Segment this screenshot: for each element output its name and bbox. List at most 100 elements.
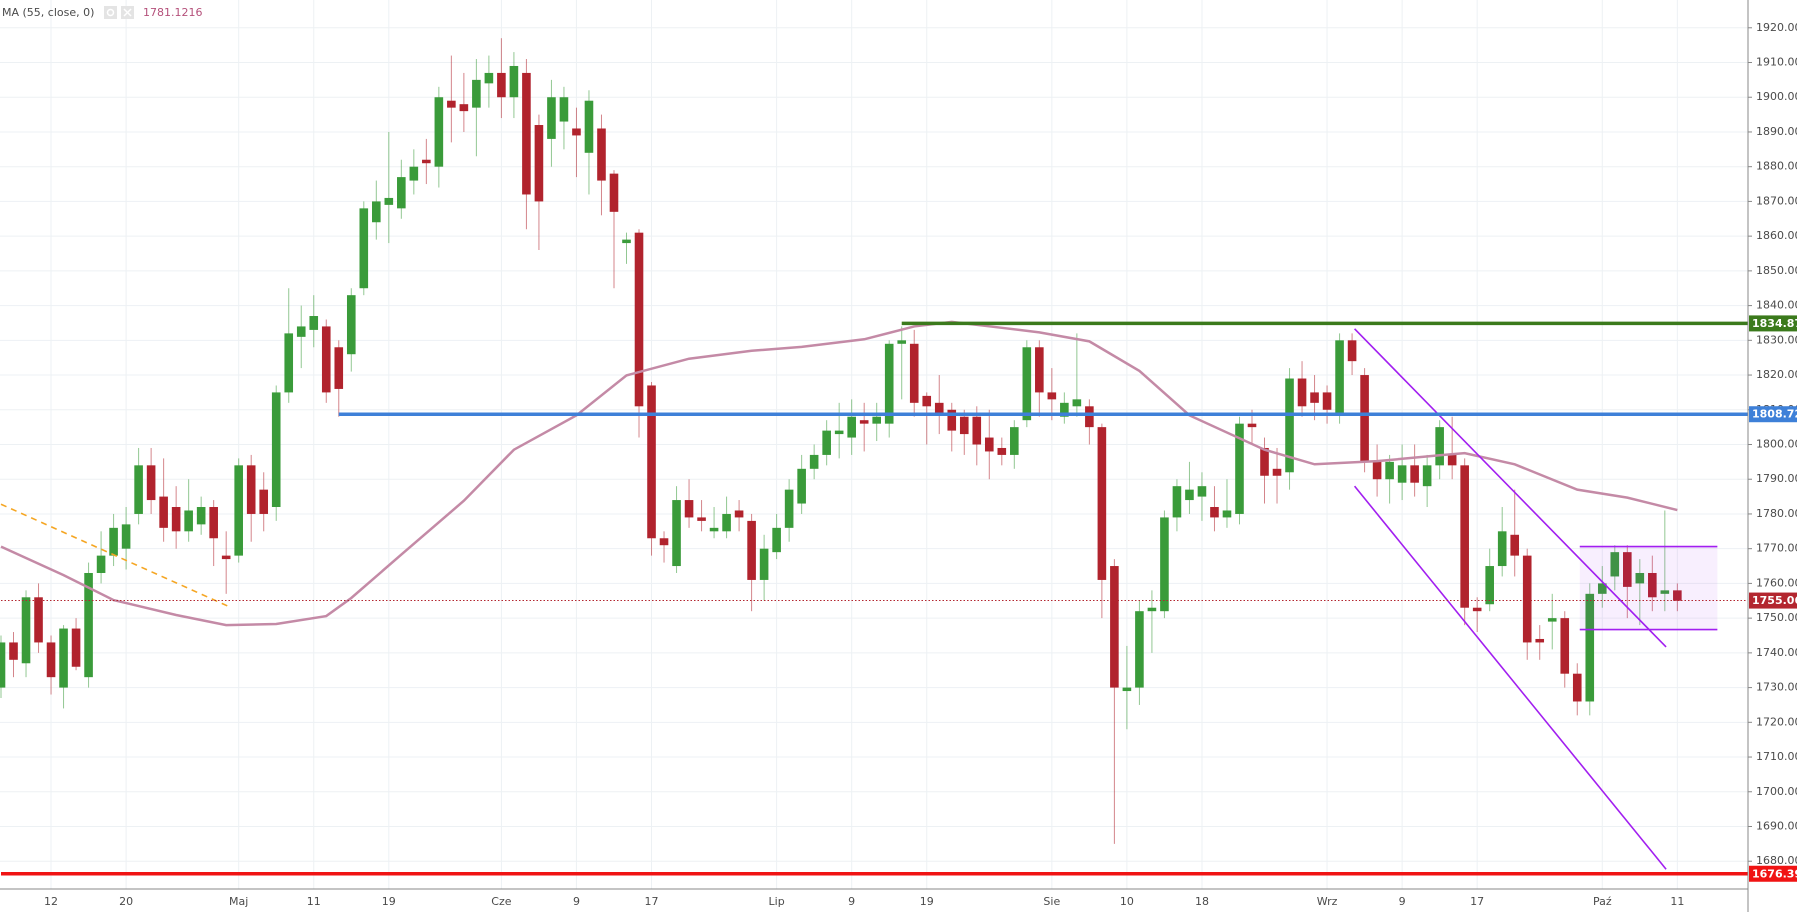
price-level-tag bbox=[1749, 406, 1797, 423]
candle-body bbox=[1335, 340, 1344, 414]
candle-body bbox=[0, 642, 6, 688]
x-tick-label: 11 bbox=[1670, 895, 1684, 908]
trend-line bbox=[1353, 485, 1667, 870]
candle-body bbox=[647, 385, 656, 539]
range-box bbox=[1579, 546, 1718, 630]
candle-body bbox=[1623, 552, 1632, 587]
y-tick-label: 1700.00 bbox=[1756, 785, 1797, 798]
candle-body bbox=[1673, 590, 1682, 601]
y-tick-label: 1710.00 bbox=[1756, 750, 1797, 763]
candle-body bbox=[1610, 552, 1620, 577]
candle-body bbox=[772, 527, 781, 553]
candle-body bbox=[672, 500, 681, 567]
y-tick-label: 1690.00 bbox=[1756, 819, 1797, 832]
candle-body bbox=[1410, 465, 1419, 483]
y-tick-label: 1870.00 bbox=[1756, 194, 1797, 207]
candle-body bbox=[1197, 486, 1207, 497]
y-tick-label: 1920.00 bbox=[1756, 21, 1797, 34]
candle-body bbox=[809, 454, 819, 469]
candle-body bbox=[1147, 607, 1157, 612]
candle-body bbox=[609, 173, 619, 212]
candle-body bbox=[1322, 392, 1332, 410]
x-tick-label: Maj bbox=[229, 895, 248, 908]
y-tick-label: 1840.00 bbox=[1756, 299, 1797, 312]
candle-body bbox=[21, 597, 31, 664]
x-tick-label: Paź bbox=[1593, 895, 1612, 908]
y-tick-label: 1730.00 bbox=[1756, 681, 1797, 694]
candle-body bbox=[246, 465, 256, 514]
candle-body bbox=[209, 507, 218, 539]
x-tick-label: 20 bbox=[119, 895, 133, 908]
candle-body bbox=[221, 555, 231, 560]
x-tick-label: Cze bbox=[491, 895, 511, 908]
candle-body bbox=[1585, 593, 1595, 702]
candle-body bbox=[1247, 423, 1257, 428]
settings-icon-glyph bbox=[106, 8, 115, 17]
x-tick-label: 9 bbox=[1399, 895, 1406, 908]
candle-body bbox=[872, 416, 881, 424]
plot-area bbox=[0, 38, 1748, 876]
x-tick-label: 17 bbox=[1470, 895, 1484, 908]
candle-body bbox=[959, 416, 969, 435]
y-tick-label: 1820.00 bbox=[1756, 368, 1797, 381]
x-tick-label: 9 bbox=[573, 895, 580, 908]
y-tick-label: 1910.00 bbox=[1756, 56, 1797, 69]
candle-body bbox=[1560, 618, 1570, 674]
candle-body bbox=[1285, 378, 1294, 473]
candle-body bbox=[1072, 399, 1082, 407]
price-level-label: 1808.72 bbox=[1752, 408, 1797, 421]
candle-body bbox=[146, 465, 156, 501]
candle-body bbox=[484, 72, 494, 84]
candle-body bbox=[1572, 673, 1582, 702]
candle-body bbox=[697, 517, 706, 521]
candle-body bbox=[784, 489, 794, 528]
x-tick-label: 18 bbox=[1195, 895, 1209, 908]
settings-icon[interactable] bbox=[104, 6, 117, 19]
candle-body bbox=[134, 465, 143, 514]
legend-ma-value: 1781.1216 bbox=[143, 6, 203, 19]
candle-body bbox=[372, 201, 381, 223]
candle-body bbox=[1235, 423, 1244, 514]
candle-body bbox=[859, 420, 869, 424]
candle-body bbox=[1022, 347, 1032, 421]
candle-body bbox=[1085, 406, 1094, 428]
candle-body bbox=[972, 416, 982, 445]
candle-body bbox=[597, 128, 606, 181]
candle-body bbox=[522, 72, 531, 195]
y-tick-label: 1850.00 bbox=[1756, 264, 1797, 277]
candle-body bbox=[397, 177, 406, 209]
candle-body bbox=[634, 232, 644, 407]
y-tick-label: 1900.00 bbox=[1756, 90, 1797, 103]
candle-body bbox=[734, 510, 744, 518]
candle-body bbox=[1047, 392, 1057, 400]
y-tick-label: 1880.00 bbox=[1756, 160, 1797, 173]
candle-body bbox=[121, 524, 131, 549]
candle-body bbox=[1485, 566, 1494, 605]
candle-body bbox=[1522, 555, 1532, 643]
candle-body bbox=[1297, 378, 1307, 407]
candle-body bbox=[409, 166, 419, 181]
y-tick-label: 1760.00 bbox=[1756, 576, 1797, 589]
candle-body bbox=[459, 104, 469, 112]
candle-body bbox=[1272, 468, 1282, 476]
candle-body bbox=[472, 79, 481, 108]
candle-body bbox=[309, 316, 319, 330]
candle-body bbox=[547, 97, 556, 139]
candle-body bbox=[1160, 517, 1169, 612]
x-tick-label: 19 bbox=[382, 895, 396, 908]
candle-body bbox=[1122, 687, 1132, 692]
price-level-label: 1676.39 bbox=[1752, 867, 1797, 880]
candle-body bbox=[71, 628, 81, 667]
candle-body bbox=[584, 100, 594, 153]
candle-body bbox=[1310, 392, 1319, 403]
candle-body bbox=[1347, 340, 1357, 362]
x-tick-label: 12 bbox=[44, 895, 58, 908]
moving-average-line bbox=[0, 320, 1678, 627]
candle-body bbox=[1035, 347, 1044, 393]
candle-body bbox=[1172, 486, 1182, 518]
candle-body bbox=[59, 628, 68, 688]
candle-body bbox=[321, 326, 331, 393]
candle-body bbox=[34, 597, 43, 643]
candle-body bbox=[922, 395, 932, 407]
candle-body bbox=[1435, 427, 1444, 466]
